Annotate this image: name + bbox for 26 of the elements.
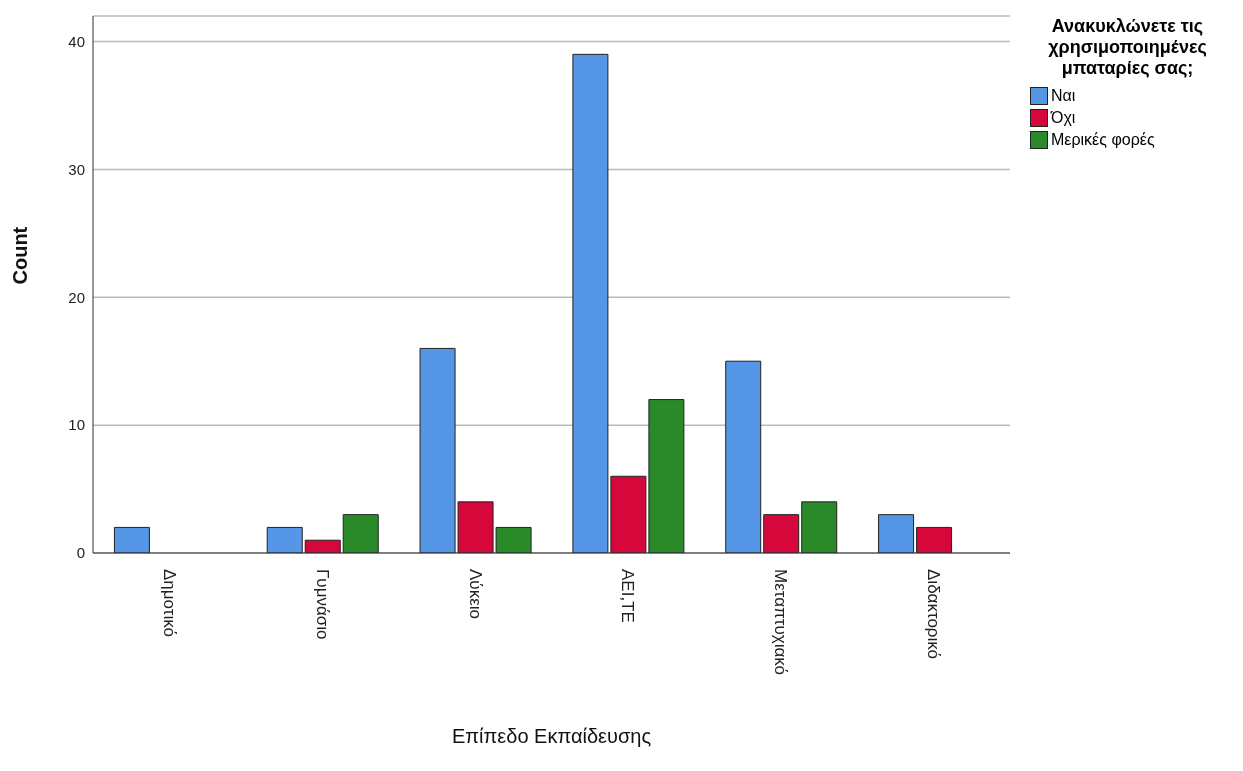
y-tick-label: 20 [68,288,85,306]
y-tick-label: 40 [68,32,85,50]
x-tick-label: Λύκειο [465,569,485,619]
bar [725,360,762,553]
x-tick-label: Δημοτικό [159,569,179,638]
bar [266,526,303,553]
x-tick-label: ΑΕΙ,ΤΕ [618,569,638,623]
legend-label: Όχι [1051,109,1076,127]
legend-label: Ναι [1051,87,1076,105]
y-tick-label: 0 [76,544,85,562]
bar [113,526,150,553]
y-axis-title: Count [9,226,32,285]
y-tick-label: 30 [68,160,85,178]
bar [801,501,838,553]
bar [878,514,915,553]
bar [342,514,379,553]
bar [763,514,800,553]
x-tick-label: Διδακτορικό [924,569,944,660]
x-tick-label: Μεταπτυχιακό [771,569,791,676]
legend-label: Μερικές φορές [1051,131,1155,149]
y-tick-label: 10 [68,416,85,434]
legend-title: Ανακυκλώνετε τις χρησιμοποιημένες μπαταρίες σας; [1047,16,1208,79]
x-axis-title: Επίπεδο Εκπαίδευσης [451,725,652,747]
bar [916,526,953,553]
x-tick-label: Γυμνάσιο [312,569,332,640]
bar [304,539,341,553]
